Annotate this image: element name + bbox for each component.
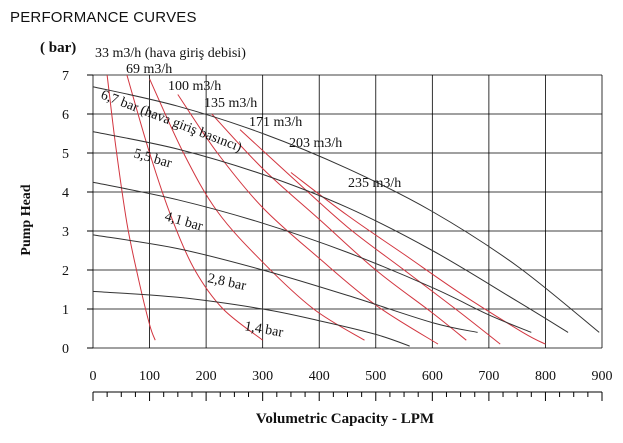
x-axis-title: Volumetric Capacity - LPM — [256, 411, 434, 427]
pressure-curves — [92, 86, 600, 347]
x-tick-label: 100 — [139, 369, 160, 384]
y-axis-title: Pump Head — [19, 184, 34, 255]
x-tick-label: 700 — [478, 369, 499, 384]
unit-label: ( bar) — [40, 40, 76, 56]
air-curve-label: 235 m3/h — [348, 176, 401, 191]
air-curve-label: 69 m3/h — [126, 62, 172, 77]
pressure-curve — [92, 290, 410, 347]
air-curve-label: 171 m3/h — [249, 115, 302, 130]
x-tick-label: 400 — [309, 369, 330, 384]
air-curve — [149, 78, 365, 341]
grid — [92, 74, 603, 349]
air-curves — [106, 74, 546, 345]
pressure-curve — [92, 131, 569, 333]
pressure-curve — [92, 234, 478, 333]
pressure-curve — [92, 181, 532, 333]
x-tick-label: 200 — [196, 369, 217, 384]
pressure-curve-label: 1,4 bar — [243, 319, 284, 341]
x-tick-label: 600 — [422, 369, 443, 384]
pressure-curve-label: 2,8 bar — [206, 271, 247, 294]
x-tick-label: 800 — [535, 369, 556, 384]
y-tick-label: 5 — [62, 147, 69, 162]
chart-title: PERFORMANCE CURVES — [10, 9, 197, 26]
y-tick-label: 0 — [62, 342, 69, 357]
x-tick-label: 0 — [90, 369, 97, 384]
x-tick-label: 900 — [592, 369, 613, 384]
air-curve — [290, 172, 546, 345]
y-tick-label: 4 — [62, 186, 69, 201]
y-tick-label: 3 — [62, 225, 69, 240]
air-curve — [177, 94, 439, 345]
air-curve-label: 203 m3/h — [289, 136, 342, 151]
axes: 0 1 2 3 4 5 6 7 0 100 200 300 400 500 600 700 800 900 — [62, 69, 613, 401]
pressure-curve — [92, 86, 600, 333]
air-curve — [239, 129, 501, 345]
air-curve — [126, 74, 264, 341]
y-tick-label: 7 — [62, 69, 69, 84]
air-curve-label: 135 m3/h — [204, 96, 257, 111]
y-tick-label: 1 — [62, 303, 69, 318]
y-tick-label: 6 — [62, 108, 69, 123]
air-curve-label: 100 m3/h — [168, 79, 221, 94]
air-curve — [106, 74, 156, 341]
air-curve-label: 33 m3/h (hava giriş debisi) — [95, 46, 246, 61]
pressure-curve-label: 5,5 bar — [132, 146, 174, 171]
curve-labels: 33 m3/h (hava giriş debisi)69 m3/h 100 m3… — [95, 46, 401, 341]
x-tick-label: 500 — [365, 369, 386, 384]
y-tick-label: 2 — [62, 264, 69, 279]
x-tick-label: 300 — [252, 369, 273, 384]
air-curve — [211, 113, 467, 341]
